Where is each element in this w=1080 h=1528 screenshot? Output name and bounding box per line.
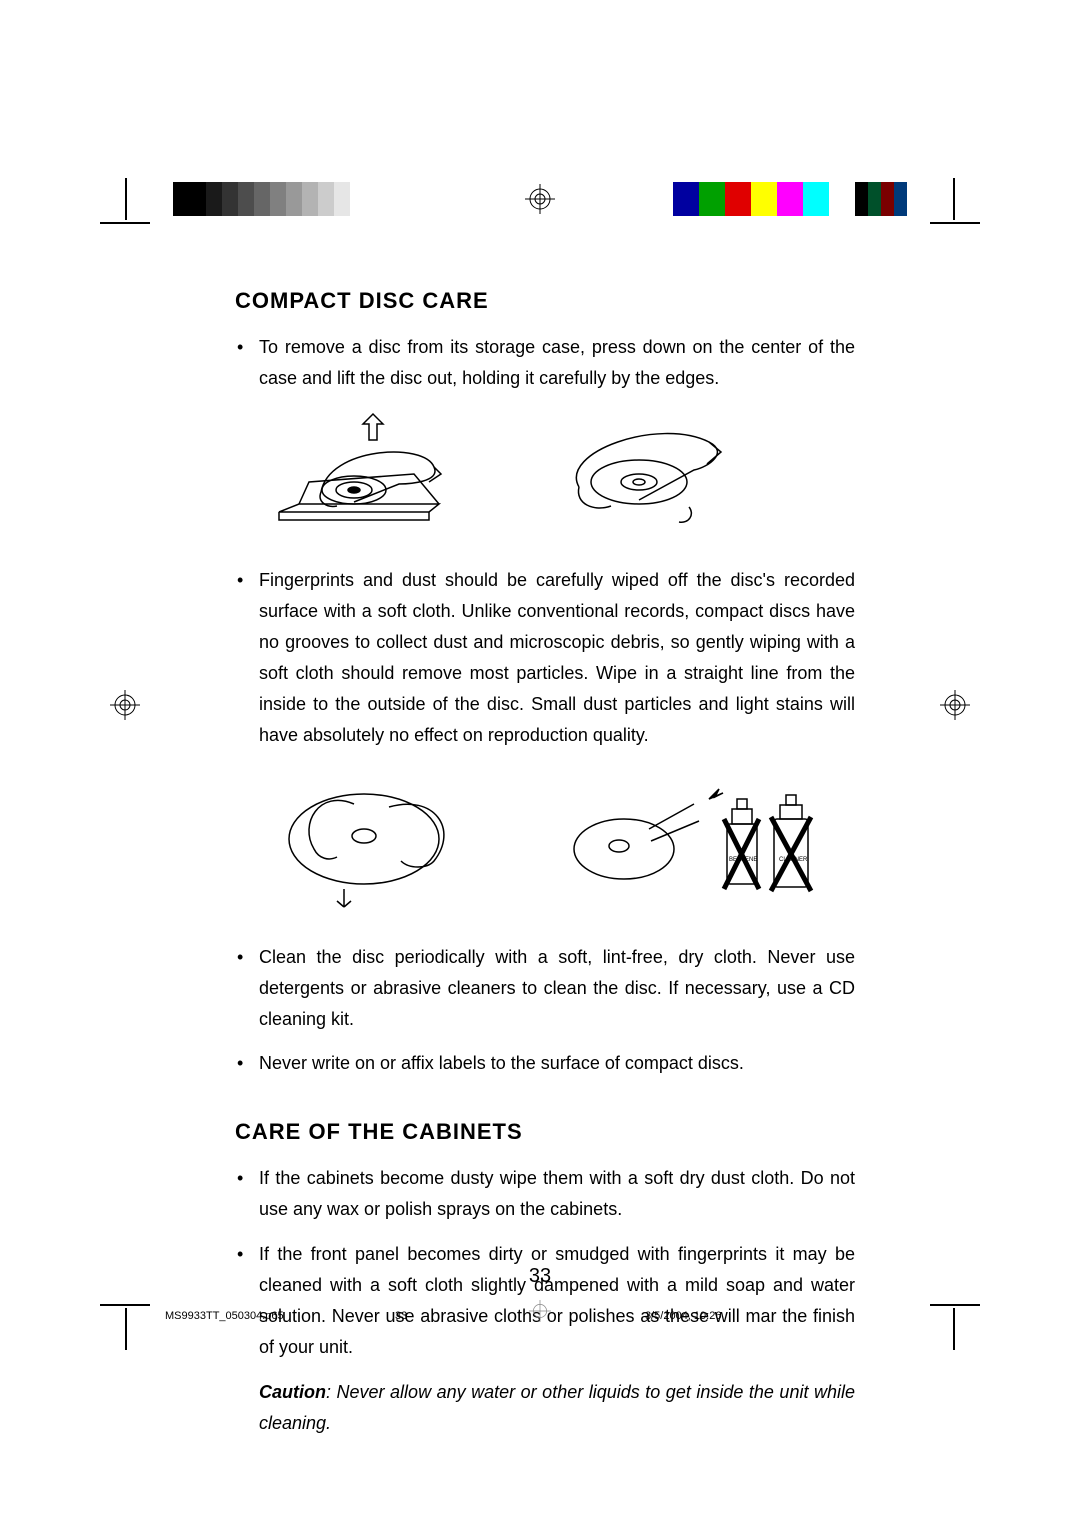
list-item: Clean the disc periodically with a soft,…: [259, 942, 855, 1035]
color-calibration-bar: [673, 182, 907, 216]
disc-care-list: Fingerprints and dust should be carefull…: [235, 565, 855, 751]
spray-label: CLEANER: [779, 857, 808, 863]
calibration-swatch: [881, 182, 894, 216]
calibration-swatch: [222, 182, 238, 216]
grayscale-calibration-bar: [173, 182, 383, 216]
crop-mark: [100, 1304, 150, 1306]
calibration-swatch: [334, 182, 350, 216]
crop-mark: [930, 1304, 980, 1306]
crop-mark: [100, 222, 150, 224]
calibration-swatch: [318, 182, 334, 216]
registration-mark-icon: [110, 690, 140, 720]
calibration-swatch: [173, 182, 206, 216]
disc-hold-illustration: [539, 412, 739, 537]
list-item: If the front panel becomes dirty or smud…: [259, 1239, 855, 1363]
calibration-swatch: [829, 182, 855, 216]
list-item: If the cabinets become dusty wipe them w…: [259, 1163, 855, 1225]
figure-row: [259, 412, 855, 537]
calibration-swatch: [894, 182, 907, 216]
figure-row: BENZENE CLEANER: [259, 769, 855, 914]
caution-text: : Never allow any water or other liquids…: [259, 1382, 855, 1433]
caution-note: Caution: Never allow any water or other …: [259, 1377, 855, 1439]
crop-mark: [125, 178, 127, 220]
heading-disc-care: COMPACT DISC CARE: [235, 288, 855, 314]
calibration-swatch: [254, 182, 270, 216]
disc-care-list: Clean the disc periodically with a soft,…: [235, 942, 855, 1080]
calibration-swatch: [725, 182, 751, 216]
crop-mark: [930, 222, 980, 224]
list-item: Never write on or affix labels to the su…: [259, 1048, 855, 1079]
page-number: 33: [529, 1265, 551, 1288]
heading-cabinet-care: CARE OF THE CABINETS: [235, 1119, 855, 1145]
crop-mark: [953, 178, 955, 220]
calibration-swatch: [699, 182, 725, 216]
footer-filename: MS9933TT_050304.p65: [165, 1310, 284, 1322]
footer-datetime: 3/5/2004, 10:26: [645, 1310, 721, 1322]
caution-label: Caution: [259, 1382, 326, 1402]
calibration-swatch: [777, 182, 803, 216]
footer: MS9933TT_050304.p65 33 3/5/2004, 10:26: [165, 1310, 915, 1322]
list-item: Fingerprints and dust should be carefull…: [259, 565, 855, 751]
calibration-swatch: [350, 182, 383, 216]
list-item: To remove a disc from its storage case, …: [259, 332, 855, 394]
page: COMPACT DISC CARE To remove a disc from …: [0, 0, 1080, 1528]
disc-care-list: To remove a disc from its storage case, …: [235, 332, 855, 394]
disc-no-solvent-illustration: BENZENE CLEANER: [559, 769, 819, 914]
calibration-swatch: [238, 182, 254, 216]
calibration-swatch: [673, 182, 699, 216]
calibration-swatch: [270, 182, 286, 216]
calibration-swatch: [751, 182, 777, 216]
crop-mark: [125, 1308, 127, 1350]
cabinet-care-list: If the cabinets become dusty wipe them w…: [235, 1163, 855, 1363]
calibration-swatch: [803, 182, 829, 216]
registration-mark-icon: [525, 184, 555, 214]
calibration-swatch: [868, 182, 881, 216]
footer-page: 33: [395, 1310, 407, 1322]
calibration-swatch: [286, 182, 302, 216]
spray-label: BENZENE: [729, 857, 757, 863]
registration-mark-icon: [940, 690, 970, 720]
calibration-swatch: [206, 182, 222, 216]
disc-wipe-illustration: [259, 769, 479, 914]
disc-removal-illustration: [259, 412, 459, 537]
calibration-swatch: [855, 182, 868, 216]
calibration-swatch: [302, 182, 318, 216]
crop-mark: [953, 1308, 955, 1350]
